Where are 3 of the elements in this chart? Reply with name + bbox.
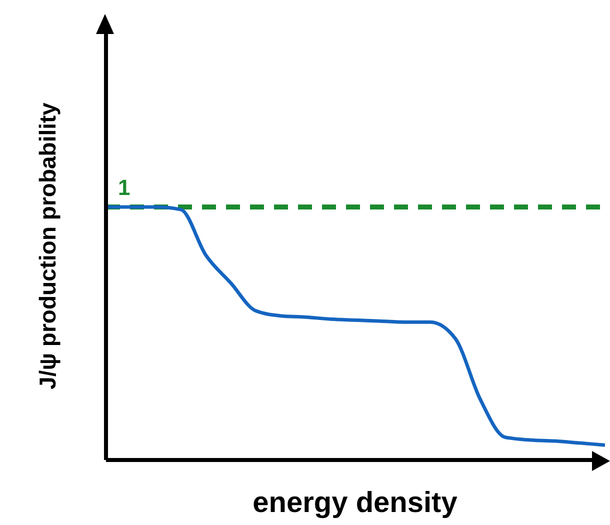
ref-line-label: 1 (118, 175, 130, 200)
y-axis-title: J/ψ production probability (34, 102, 62, 389)
x-axis-title: energy density (252, 487, 458, 520)
